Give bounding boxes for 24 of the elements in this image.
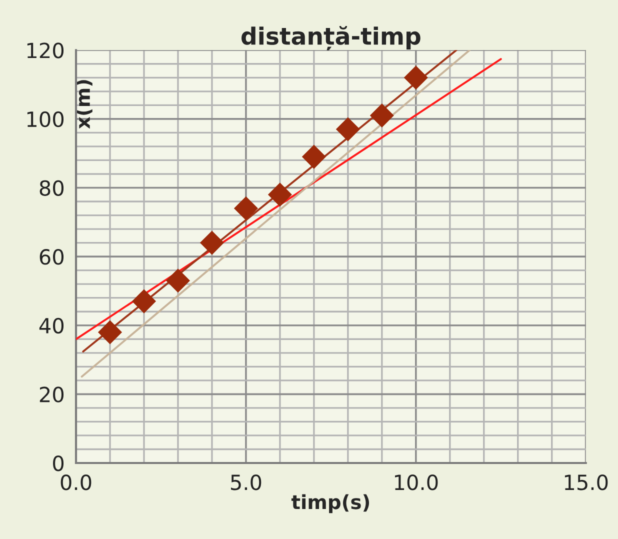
y-tick-label: 120	[27, 42, 64, 58]
point	[166, 268, 190, 293]
x-axis-title: timp(s)	[291, 494, 370, 514]
y-axis-title: x(m)	[75, 80, 92, 129]
y-tick-label: 0	[53, 455, 64, 472]
x-tick-label: 0.0	[60, 474, 92, 490]
chart-title: distanță-timp	[242, 26, 420, 50]
y-tick-label: 60	[40, 249, 64, 265]
point	[404, 66, 428, 90]
x-tick-label: 15.0	[564, 474, 608, 490]
y-tick-label: 40	[39, 318, 64, 334]
point	[200, 230, 224, 255]
y-tick-label: 20	[40, 386, 64, 402]
point	[302, 144, 326, 169]
x-tick-label: 5.0	[231, 474, 262, 490]
point	[336, 117, 360, 142]
point	[98, 320, 122, 344]
point	[132, 289, 156, 314]
point	[370, 103, 394, 128]
point	[268, 182, 292, 207]
y-tick-label: 80	[40, 180, 64, 196]
x-tick-label: 10.0	[395, 474, 438, 490]
y-tick-label: 100	[27, 111, 64, 128]
point	[234, 196, 258, 220]
